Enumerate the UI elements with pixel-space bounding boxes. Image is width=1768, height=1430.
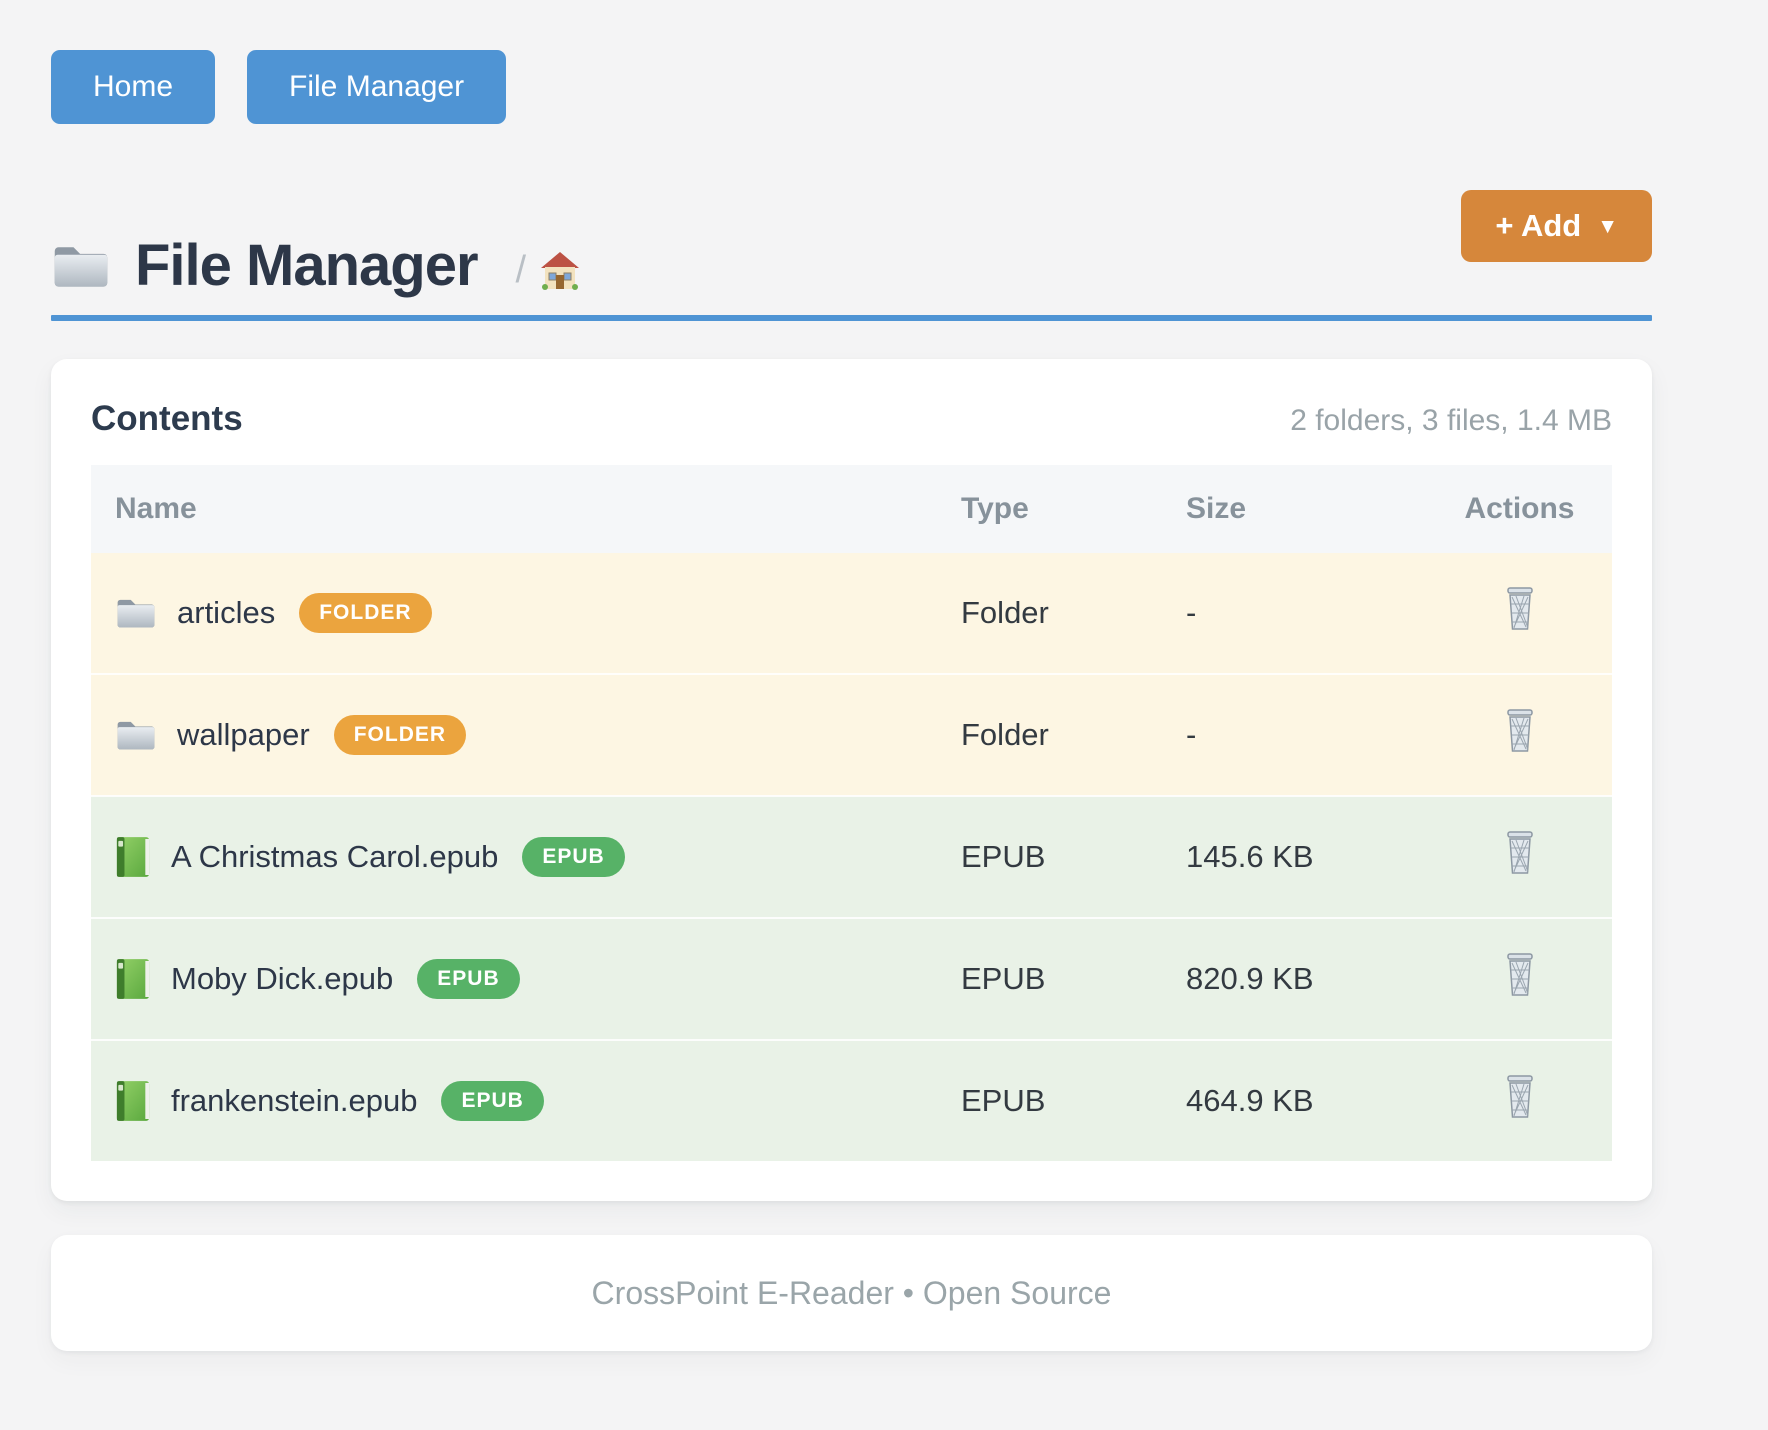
nav-home-button[interactable]: Home <box>51 50 216 124</box>
file-table: Name Type Size Actions articles FOLDER F… <box>91 465 1612 1161</box>
column-header-actions: Actions <box>1427 465 1612 553</box>
file-size: 820.9 KB <box>1162 918 1427 1041</box>
file-type: EPUB <box>937 1040 1162 1161</box>
file-size: 145.6 KB <box>1162 796 1427 919</box>
file-size: - <box>1162 674 1427 797</box>
contents-card: Contents 2 folders, 3 files, 1.4 MB Name… <box>51 359 1652 1201</box>
file-name[interactable]: A Christmas Carol.epub <box>171 839 499 874</box>
trash-icon <box>1502 830 1538 876</box>
file-type: EPUB <box>937 918 1162 1041</box>
file-size: - <box>1162 553 1427 675</box>
table-row: frankenstein.epub EPUB EPUB 464.9 KB <box>91 1040 1612 1161</box>
header-divider <box>51 315 1652 321</box>
delete-button[interactable] <box>1502 1074 1538 1120</box>
top-navigation: Home File Manager <box>51 50 1652 124</box>
book-icon <box>115 1080 151 1122</box>
chevron-down-icon: ▼ <box>1597 214 1618 238</box>
delete-button[interactable] <box>1502 708 1538 754</box>
type-badge: FOLDER <box>333 715 467 755</box>
file-table-body: articles FOLDER Folder - wallpaper FOLDE… <box>91 553 1612 1161</box>
book-icon <box>115 958 151 1000</box>
contents-title: Contents <box>91 399 243 438</box>
column-header-size: Size <box>1162 465 1427 553</box>
column-header-type: Type <box>937 465 1162 553</box>
table-header-row: Name Type Size Actions <box>91 465 1612 553</box>
table-row: articles FOLDER Folder - <box>91 553 1612 675</box>
breadcrumb-separator: / <box>515 249 527 291</box>
file-type: Folder <box>937 553 1162 675</box>
trash-icon <box>1502 1074 1538 1120</box>
trash-icon <box>1502 586 1538 632</box>
delete-button[interactable] <box>1502 586 1538 632</box>
folder-icon <box>115 717 157 753</box>
type-badge: FOLDER <box>299 593 432 633</box>
add-button[interactable]: + Add ▼ <box>1461 190 1652 262</box>
type-badge: EPUB <box>417 959 520 999</box>
file-manager-page: Home File Manager File Manager / + Add ▼… <box>51 50 1652 1351</box>
folder-icon <box>115 595 157 631</box>
page-header: File Manager / + Add ▼ <box>51 190 1652 299</box>
home-icon[interactable] <box>540 251 580 291</box>
book-icon <box>115 836 151 878</box>
trash-icon <box>1502 952 1538 998</box>
delete-button[interactable] <box>1502 952 1538 998</box>
breadcrumb: / <box>516 249 581 292</box>
title-group: File Manager / <box>51 232 580 299</box>
contents-summary: 2 folders, 3 files, 1.4 MB <box>1290 404 1612 437</box>
file-type: EPUB <box>937 796 1162 919</box>
nav-file-manager-button[interactable]: File Manager <box>247 50 507 124</box>
folder-icon <box>51 241 111 291</box>
type-badge: EPUB <box>441 1081 544 1121</box>
table-row: wallpaper FOLDER Folder - <box>91 674 1612 797</box>
page-footer: CrossPoint E-Reader • Open Source <box>51 1235 1652 1351</box>
add-button-label: + Add <box>1495 208 1582 243</box>
contents-card-header: Contents 2 folders, 3 files, 1.4 MB <box>91 399 1612 439</box>
footer-text: CrossPoint E-Reader • Open Source <box>591 1274 1112 1311</box>
file-name[interactable]: articles <box>177 595 276 630</box>
delete-button[interactable] <box>1502 830 1538 876</box>
table-row: Moby Dick.epub EPUB EPUB 820.9 KB <box>91 918 1612 1041</box>
file-name[interactable]: frankenstein.epub <box>171 1083 418 1118</box>
file-name[interactable]: Moby Dick.epub <box>171 961 394 996</box>
column-header-name: Name <box>91 465 937 553</box>
page-title: File Manager <box>135 233 479 298</box>
file-name[interactable]: wallpaper <box>177 717 310 752</box>
type-badge: EPUB <box>522 837 625 877</box>
file-type: Folder <box>937 674 1162 797</box>
file-size: 464.9 KB <box>1162 1040 1427 1161</box>
table-row: A Christmas Carol.epub EPUB EPUB 145.6 K… <box>91 796 1612 919</box>
trash-icon <box>1502 708 1538 754</box>
